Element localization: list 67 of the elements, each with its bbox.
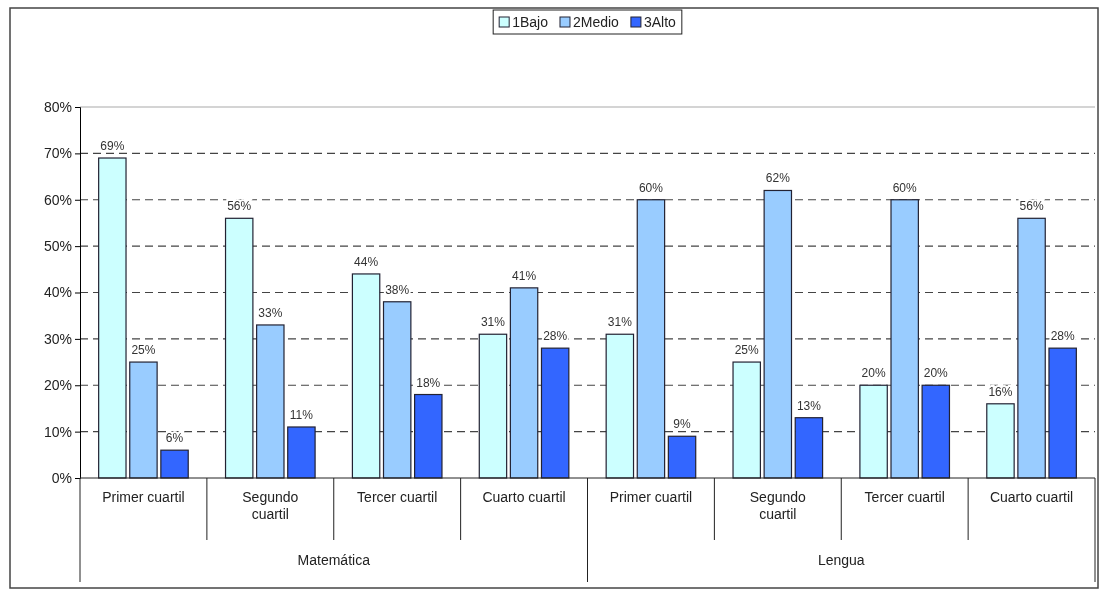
x-tick-label: Segundo cuartil	[749, 489, 807, 522]
data-label: 60%	[892, 180, 918, 195]
bar	[256, 324, 285, 479]
bar	[1017, 217, 1046, 479]
bar	[98, 157, 127, 479]
bar	[414, 393, 443, 479]
data-label: 41%	[512, 268, 537, 283]
y-tick-label: 0%	[51, 469, 72, 486]
y-tick-label: 30%	[43, 330, 72, 347]
data-label: 38%	[385, 282, 410, 297]
data-label: 13%	[796, 398, 822, 413]
legend-label: 2Medio	[572, 14, 620, 30]
bar	[382, 301, 412, 479]
x-tick-label: Cuarto cuartil	[482, 489, 566, 505]
y-tick-label: 70%	[43, 145, 72, 162]
bar	[1048, 347, 1077, 479]
bar	[160, 449, 189, 479]
legend-label: 3Alto	[643, 14, 677, 30]
bar	[478, 333, 508, 479]
data-label: 33%	[258, 305, 283, 320]
bar	[224, 217, 254, 479]
y-tick-label: 60%	[43, 191, 72, 208]
bar	[605, 333, 635, 479]
data-label: 69%	[100, 139, 125, 154]
data-label: 11%	[289, 407, 314, 422]
bar	[129, 361, 158, 479]
text: Matemática	[297, 552, 371, 568]
bar	[636, 199, 666, 479]
bar	[732, 361, 761, 479]
x-tick-label: Segundo cuartil	[242, 489, 299, 522]
data-label: 25%	[131, 343, 156, 358]
y-tick-label: 50%	[43, 238, 72, 255]
bar	[859, 384, 888, 479]
y-tick-label: 20%	[43, 377, 72, 394]
data-label: 20%	[923, 366, 949, 381]
text: Lengua	[817, 552, 865, 568]
y-tick-label: 80%	[43, 98, 72, 115]
x-tick-label: Tercer cuartil	[864, 489, 945, 505]
data-label: 56%	[227, 199, 252, 214]
bar	[890, 199, 919, 479]
legend-label: 1Bajo	[512, 14, 549, 30]
x-tick-label: Primer cuartil	[102, 489, 185, 505]
data-label: 31%	[480, 315, 506, 330]
data-label: 44%	[354, 254, 379, 269]
data-label: 56%	[1019, 199, 1044, 214]
y-tick-label: 10%	[43, 423, 72, 440]
bar	[763, 189, 793, 479]
bar	[986, 403, 1015, 479]
x-tick-label: Cuarto cuartil	[989, 489, 1074, 505]
data-label: 60%	[638, 180, 664, 195]
bar	[540, 347, 570, 479]
data-label: 16%	[988, 384, 1013, 399]
y-tick-label: 40%	[43, 284, 72, 301]
bar	[667, 435, 697, 479]
x-tick-label: Primer cuartil	[609, 489, 693, 505]
data-label: 20%	[861, 366, 886, 381]
x-tick-label: Tercer cuartil	[357, 489, 438, 505]
bar	[509, 287, 539, 479]
bar	[351, 273, 381, 479]
data-label: 25%	[734, 343, 760, 358]
bar	[287, 426, 316, 479]
data-label: 9%	[673, 417, 692, 432]
bar	[921, 384, 951, 479]
data-label: 31%	[607, 315, 633, 330]
data-label: 6%	[165, 431, 184, 446]
data-label: 62%	[765, 171, 791, 186]
bar	[794, 417, 824, 479]
